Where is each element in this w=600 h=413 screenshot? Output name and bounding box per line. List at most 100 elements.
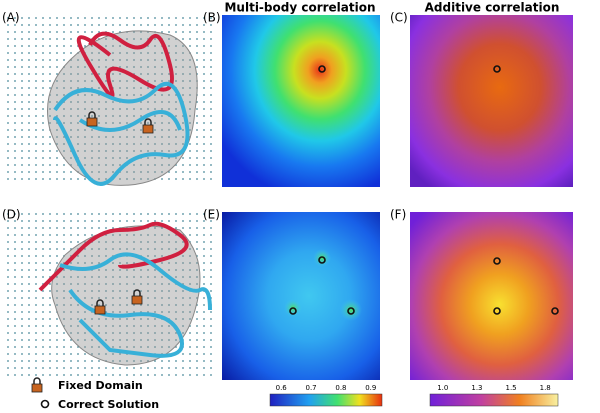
dot bbox=[168, 101, 170, 103]
dot bbox=[119, 157, 121, 159]
dot bbox=[98, 269, 100, 271]
dot bbox=[147, 17, 149, 19]
panel-label: (F) bbox=[390, 208, 406, 222]
dot bbox=[189, 255, 191, 257]
dot bbox=[203, 150, 205, 152]
dot bbox=[63, 276, 65, 278]
dot bbox=[21, 115, 23, 117]
dot bbox=[35, 101, 37, 103]
dot bbox=[105, 276, 107, 278]
dot bbox=[189, 276, 191, 278]
dot bbox=[112, 59, 114, 61]
dot bbox=[28, 367, 30, 369]
dot bbox=[28, 241, 30, 243]
dot bbox=[196, 276, 198, 278]
dot bbox=[175, 59, 177, 61]
dot bbox=[154, 248, 156, 250]
dot bbox=[210, 157, 212, 159]
dot bbox=[98, 346, 100, 348]
dot bbox=[63, 38, 65, 40]
dot bbox=[7, 24, 9, 26]
dot bbox=[98, 31, 100, 33]
dot bbox=[91, 234, 93, 236]
dot bbox=[21, 129, 23, 131]
dot bbox=[147, 164, 149, 166]
dot bbox=[105, 150, 107, 152]
panel-label: (D) bbox=[2, 208, 21, 222]
dot bbox=[168, 94, 170, 96]
dot bbox=[42, 101, 44, 103]
dot bbox=[70, 38, 72, 40]
dot bbox=[112, 269, 114, 271]
dot bbox=[119, 220, 121, 222]
dot bbox=[77, 129, 79, 131]
dot bbox=[7, 297, 9, 299]
dot bbox=[42, 24, 44, 26]
dot bbox=[119, 367, 121, 369]
dot bbox=[154, 213, 156, 215]
dot bbox=[70, 353, 72, 355]
dot bbox=[70, 297, 72, 299]
dot bbox=[196, 346, 198, 348]
dot bbox=[98, 157, 100, 159]
dot bbox=[35, 304, 37, 306]
dot bbox=[210, 31, 212, 33]
dot bbox=[126, 87, 128, 89]
dot bbox=[28, 31, 30, 33]
dot bbox=[42, 213, 44, 215]
dot bbox=[147, 24, 149, 26]
dot bbox=[14, 332, 16, 334]
dot bbox=[147, 171, 149, 173]
dot bbox=[126, 129, 128, 131]
dot bbox=[133, 115, 135, 117]
dot bbox=[98, 87, 100, 89]
dot bbox=[21, 80, 23, 82]
dot bbox=[77, 241, 79, 243]
dot bbox=[14, 360, 16, 362]
dot bbox=[7, 108, 9, 110]
dot bbox=[168, 248, 170, 250]
dot bbox=[105, 17, 107, 19]
dot bbox=[105, 136, 107, 138]
dot bbox=[196, 31, 198, 33]
dot bbox=[210, 220, 212, 222]
dot bbox=[105, 367, 107, 369]
dot bbox=[203, 227, 205, 229]
dot bbox=[175, 262, 177, 264]
dot bbox=[154, 80, 156, 82]
dot bbox=[140, 143, 142, 145]
dot bbox=[56, 143, 58, 145]
dot bbox=[182, 311, 184, 313]
dot bbox=[84, 283, 86, 285]
dot bbox=[154, 227, 156, 229]
dot bbox=[49, 73, 51, 75]
dot bbox=[112, 108, 114, 110]
dot bbox=[112, 374, 114, 376]
dot bbox=[119, 346, 121, 348]
dot bbox=[35, 213, 37, 215]
dot bbox=[203, 94, 205, 96]
dot bbox=[175, 311, 177, 313]
dot bbox=[210, 283, 212, 285]
dot bbox=[126, 283, 128, 285]
dot bbox=[7, 164, 9, 166]
dot bbox=[91, 24, 93, 26]
dot bbox=[126, 318, 128, 320]
dot bbox=[98, 283, 100, 285]
dot bbox=[119, 136, 121, 138]
dot bbox=[140, 129, 142, 131]
dot bbox=[56, 136, 58, 138]
dot bbox=[196, 220, 198, 222]
dot bbox=[175, 290, 177, 292]
dot bbox=[63, 332, 65, 334]
dot bbox=[35, 339, 37, 341]
dot bbox=[196, 283, 198, 285]
dot bbox=[91, 108, 93, 110]
dot bbox=[168, 157, 170, 159]
dot bbox=[14, 241, 16, 243]
dot bbox=[203, 213, 205, 215]
dot bbox=[119, 150, 121, 152]
dot bbox=[14, 178, 16, 180]
dot bbox=[63, 269, 65, 271]
dot bbox=[119, 24, 121, 26]
